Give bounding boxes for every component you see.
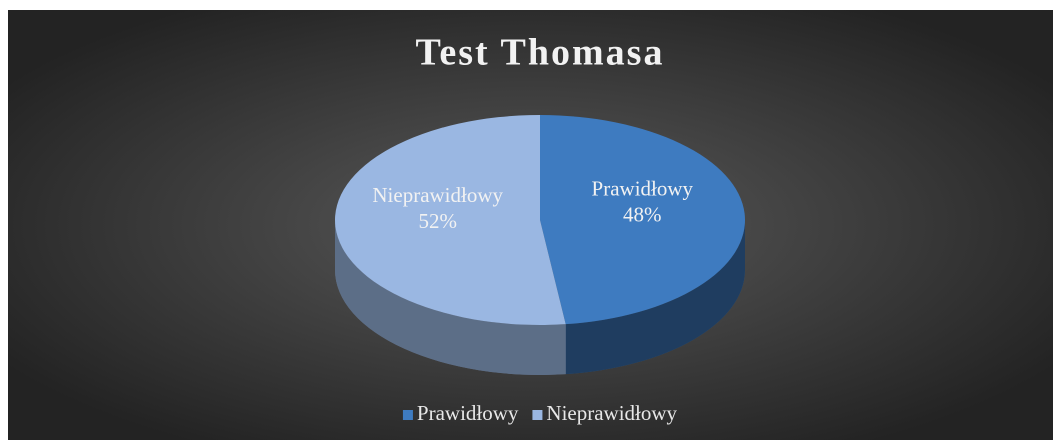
legend-marker: [402, 410, 413, 420]
slice: [335, 115, 566, 325]
legend-label: Prawidłowy: [417, 401, 519, 425]
slice-side: [335, 220, 566, 375]
slice: [540, 114, 746, 325]
data-label-value: 52%: [418, 209, 457, 233]
slice-side-shade: [335, 220, 566, 375]
legend-label: Nieprawidłowy: [546, 401, 677, 425]
chart-title: Test Thomasa: [416, 32, 665, 74]
data-label-category: Prawidłowy: [592, 177, 694, 201]
legend-marker: [532, 410, 543, 420]
slice-side-shade: [565, 220, 745, 375]
data-label-value: 48%: [623, 203, 662, 227]
data-label-category: Nieprawidłowy: [372, 183, 503, 207]
